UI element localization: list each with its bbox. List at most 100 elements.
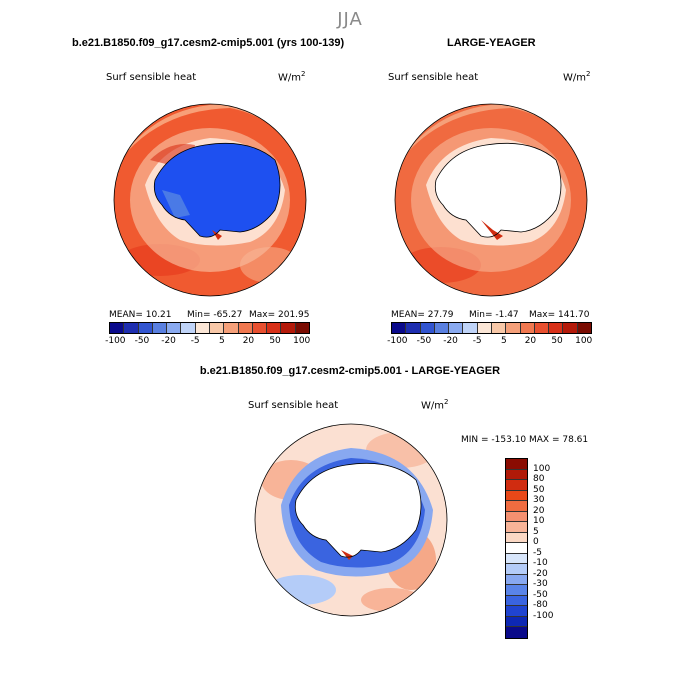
diff-units-label: W/m2 (421, 398, 449, 412)
right-panel-title: LARGE-YEAGER (447, 37, 536, 49)
colorbar-tick-label: 50 (269, 336, 281, 346)
colorbar-tick-label: 5 (218, 336, 225, 346)
colorbar-swatch (420, 323, 435, 333)
colorbar-swatch (252, 323, 268, 333)
right-max-stat: Max= 141.70 (529, 310, 590, 320)
colorbar-swatch (534, 323, 550, 333)
left-max-stat: Max= 201.95 (249, 310, 310, 320)
colorbar-swatch (295, 323, 309, 333)
diff-colorbar-ticks: 100 80 50 30 20 10 5 0 -5 -10 -20 -30 -50 -80 -100 (533, 458, 573, 638)
colorbar-tick-label: 30 (533, 495, 545, 505)
colorbar-swatch (506, 627, 527, 638)
colorbar-swatch (477, 323, 492, 333)
right-colorbar (391, 322, 592, 334)
colorbar-swatch (124, 323, 139, 333)
colorbar-swatch (195, 323, 210, 333)
colorbar-swatch (506, 459, 527, 470)
colorbar-swatch (506, 564, 527, 575)
colorbar-swatch (110, 323, 125, 333)
colorbar-tick-label: -20 (161, 336, 176, 346)
right-mean-stat: MEAN= 27.79 (391, 310, 454, 320)
left-mean-stat: MEAN= 10.21 (109, 310, 172, 320)
colorbar-swatch (449, 323, 464, 333)
colorbar-swatch (577, 323, 591, 333)
colorbar-tick-label: -5 (533, 547, 542, 558)
colorbar-tick-label: 5 (533, 526, 539, 537)
colorbar-swatch (209, 323, 225, 333)
colorbar-tick-label: 20 (242, 336, 255, 346)
right-colorbar-ticks: -100 -50 -20 -5 5 20 50 100 (384, 336, 597, 346)
right-variable-label: Surf sensible heat (388, 72, 479, 83)
colorbar-tick-label: -80 (533, 600, 548, 610)
diff-panel-title: b.e21.B1850.f09_g17.cesm2-cmip5.001 - LA… (199, 365, 501, 377)
season-title: JJA (337, 9, 363, 30)
left-min-stat: Min= -65.27 (187, 310, 243, 320)
colorbar-swatch (506, 501, 527, 512)
colorbar-tick-label: -100 (387, 336, 408, 346)
colorbar-swatch (520, 323, 535, 333)
colorbar-swatch (549, 323, 564, 333)
colorbar-swatch (506, 606, 527, 617)
colorbar-tick-label: 100 (293, 336, 311, 346)
colorbar-tick-label: -50 (533, 589, 548, 600)
colorbar-swatch (506, 522, 527, 533)
colorbar-tick-label: -5 (472, 336, 482, 346)
right-units-label: W/m2 (563, 70, 591, 84)
diff-minmax-stat: MIN = -153.10 MAX = 78.61 (461, 435, 589, 445)
colorbar-swatch (506, 480, 527, 491)
colorbar-swatch (563, 323, 578, 333)
colorbar-swatch (506, 574, 527, 585)
left-colorbar (109, 322, 310, 334)
colorbar-tick-label: 80 (533, 474, 545, 484)
left-variable-label: Surf sensible heat (106, 72, 197, 83)
left-polar-map (113, 103, 307, 297)
colorbar-tick-label: -20 (443, 336, 458, 346)
colorbar-swatch (224, 323, 239, 333)
colorbar-swatch (152, 323, 168, 333)
colorbar-tick-label: -20 (533, 568, 548, 579)
colorbar-swatch (506, 585, 527, 596)
colorbar-swatch (406, 323, 421, 333)
colorbar-swatch (281, 323, 296, 333)
colorbar-swatch (506, 595, 527, 606)
left-units-label: W/m2 (278, 70, 306, 84)
diff-polar-map (254, 423, 448, 617)
colorbar-swatch (506, 543, 527, 554)
colorbar-swatch (434, 323, 450, 333)
colorbar-swatch (392, 323, 407, 333)
colorbar-tick-label: 50 (533, 484, 545, 495)
colorbar-swatch (506, 553, 527, 564)
colorbar-tick-label: 20 (524, 336, 537, 346)
right-min-stat: Min= -1.47 (469, 310, 519, 320)
colorbar-tick-label: -5 (190, 336, 200, 346)
colorbar-tick-label: -10 (533, 558, 548, 568)
colorbar-tick-label: -50 (134, 336, 150, 346)
colorbar-tick-label: -30 (533, 579, 548, 589)
colorbar-tick-label: -100 (105, 336, 126, 346)
colorbar-swatch (138, 323, 153, 333)
right-polar-map (394, 103, 588, 297)
left-panel-title: b.e21.B1850.f09_g17.cesm2-cmip5.001 (yrs… (72, 37, 345, 49)
left-colorbar-ticks: -100 -50 -20 -5 5 20 50 100 (102, 336, 315, 346)
colorbar-swatch (491, 323, 507, 333)
colorbar-tick-label: 0 (533, 537, 539, 547)
colorbar-tick-label: 20 (533, 505, 545, 516)
colorbar-swatch (506, 511, 527, 522)
colorbar-swatch (506, 616, 527, 627)
colorbar-tick-label: 100 (533, 463, 551, 474)
colorbar-swatch (238, 323, 253, 333)
colorbar-swatch (506, 323, 521, 333)
colorbar-swatch (167, 323, 182, 333)
colorbar-swatch (506, 532, 527, 543)
colorbar-tick-label: -50 (416, 336, 432, 346)
diff-colorbar (505, 458, 528, 639)
colorbar-tick-label: 10 (533, 516, 545, 526)
colorbar-swatch (267, 323, 282, 333)
colorbar-tick-label: 50 (551, 336, 563, 346)
colorbar-swatch (506, 469, 527, 480)
diff-variable-label: Surf sensible heat (248, 400, 339, 411)
colorbar-tick-label: 100 (575, 336, 593, 346)
colorbar-swatch (181, 323, 196, 333)
colorbar-tick-label: -100 (533, 610, 554, 621)
colorbar-tick-label: 5 (500, 336, 507, 346)
